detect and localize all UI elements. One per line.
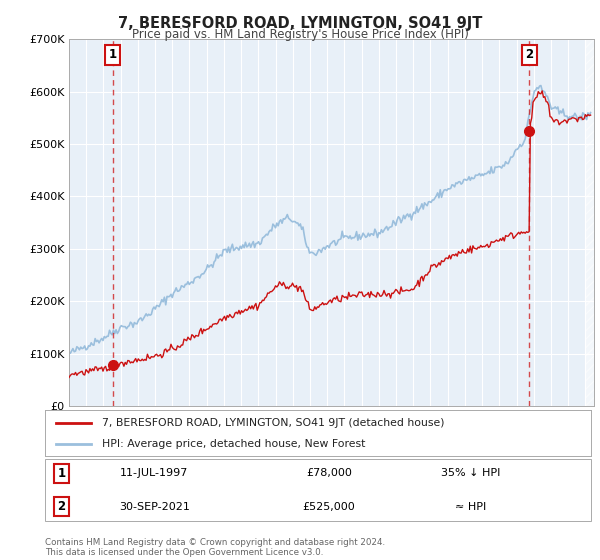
Text: 7, BERESFORD ROAD, LYMINGTON, SO41 9JT: 7, BERESFORD ROAD, LYMINGTON, SO41 9JT bbox=[118, 16, 482, 31]
Text: 30-SEP-2021: 30-SEP-2021 bbox=[119, 502, 190, 512]
Text: Contains HM Land Registry data © Crown copyright and database right 2024.
This d: Contains HM Land Registry data © Crown c… bbox=[45, 538, 385, 557]
Text: 11-JUL-1997: 11-JUL-1997 bbox=[120, 468, 188, 478]
Text: £78,000: £78,000 bbox=[306, 468, 352, 478]
Text: 1: 1 bbox=[58, 467, 65, 480]
Text: 35% ↓ HPI: 35% ↓ HPI bbox=[441, 468, 500, 478]
Text: 2: 2 bbox=[58, 500, 65, 513]
Text: 1: 1 bbox=[109, 48, 116, 62]
Text: £525,000: £525,000 bbox=[302, 502, 355, 512]
Text: 2: 2 bbox=[526, 48, 533, 62]
Text: ≈ HPI: ≈ HPI bbox=[455, 502, 487, 512]
Text: 7, BERESFORD ROAD, LYMINGTON, SO41 9JT (detached house): 7, BERESFORD ROAD, LYMINGTON, SO41 9JT (… bbox=[103, 418, 445, 428]
Bar bbox=[586, 39, 594, 406]
Text: HPI: Average price, detached house, New Forest: HPI: Average price, detached house, New … bbox=[103, 439, 366, 449]
Text: Price paid vs. HM Land Registry's House Price Index (HPI): Price paid vs. HM Land Registry's House … bbox=[131, 28, 469, 41]
